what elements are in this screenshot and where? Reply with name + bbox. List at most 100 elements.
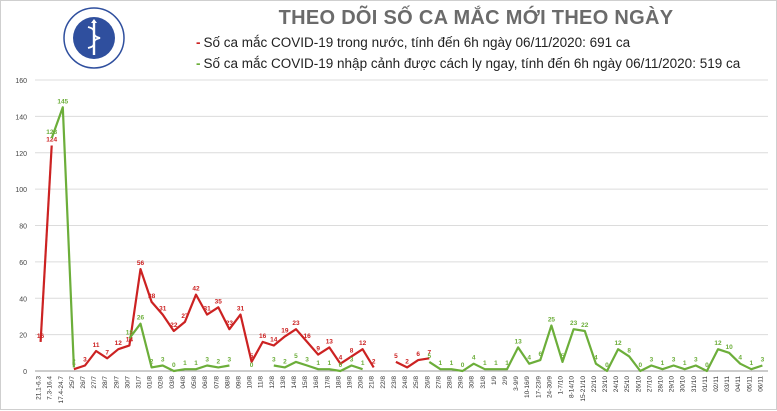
x-tick-label: 30/7 [124,376,131,389]
data-label-imported: 1 [450,360,454,367]
x-tick-label: 07/8 [213,376,220,389]
x-tick-label: 27/7 [91,376,98,389]
y-tick-label: 140 [15,114,27,121]
data-label-domestic: 31 [159,306,167,313]
x-tick-label: 14/8 [291,376,298,389]
data-label-imported: 23 [570,320,578,327]
data-label-imported: 4 [472,355,476,362]
data-label-imported: 1 [661,360,665,367]
data-label-imported: 0 [638,362,642,369]
data-label-imported: 12 [614,340,622,347]
x-tick-label: 29/7 [113,376,120,389]
x-tick-label: 28/10 [657,376,664,393]
data-label-imported: 26 [137,315,145,322]
ministry-of-health-logo [63,7,125,69]
data-label-imported: 2 [150,358,154,365]
data-label-domestic: 31 [204,306,212,313]
x-tick-label: 31/8 [480,376,487,389]
data-label-domestic: 124 [46,136,57,143]
data-label-imported: 5 [561,353,565,360]
x-tick-label: 2/9 [502,376,509,385]
x-tick-label: 03/11 [724,376,731,392]
data-label-domestic: 16 [259,333,267,340]
data-label-imported: 4 [527,355,531,362]
x-tick-label: 02/8 [158,376,165,389]
x-tick-label: 7.3-16.4 [47,376,54,400]
data-label-imported: 25 [548,317,556,324]
x-tick-label: 28/8 [446,376,453,389]
x-tick-label: 16/8 [313,376,320,389]
x-tick-label: 01/11 [702,376,709,392]
data-label-imported: 3 [272,357,276,364]
data-label-domestic: 56 [137,260,145,267]
x-tick-label: 15/8 [302,376,309,389]
legend-imported: - Số ca mắc COVID-19 nhập cảnh được cách … [196,56,740,71]
x-tick-label: 24-30/9 [546,376,553,398]
x-tick-label: 23/10 [602,376,609,393]
x-tick-label: 17-23/9 [535,376,542,398]
data-label-domestic: 19 [281,327,289,334]
x-tick-label: 1-7/10 [558,376,565,395]
data-label-imported: 1 [194,360,198,367]
x-tick-label: 17.4-24.7 [58,376,65,404]
data-label-imported: 22 [581,322,589,329]
data-label-imported: 1 [439,360,443,367]
x-tick-label: 05/8 [191,376,198,389]
x-tick-label: 24/10 [613,376,620,393]
x-tick-label: 06/11 [757,376,764,392]
x-tick-label: 29/8 [458,376,465,389]
data-label-domestic: 16 [303,333,311,340]
x-tick-label: 30/10 [680,376,687,393]
data-label-domestic: 2 [405,358,409,365]
x-tick-label: 3-9/9 [513,376,520,391]
x-tick-label: 25/8 [413,376,420,389]
data-label-imported: 3 [650,357,654,364]
x-tick-label: 21/8 [369,376,376,389]
data-label-imported: 1 [505,360,509,367]
x-tick-label: 09/8 [235,376,242,389]
x-tick-label: 20/8 [358,376,365,389]
y-tick-label: 80 [19,224,27,231]
legend-marker-domestic: - [196,35,201,50]
data-label-imported: 1 [494,360,498,367]
x-tick-label: 04/11 [735,376,742,392]
x-tick-label: 22/8 [380,376,387,389]
data-label-imported: 10 [726,344,734,351]
data-label-imported: 6 [539,351,543,358]
data-label-imported: 0 [605,362,609,369]
data-label-imported: 4 [594,355,598,362]
data-label-imported: 1 [183,360,187,367]
x-tick-label: 1/9 [491,376,498,385]
data-label-imported: 1 [483,360,487,367]
data-label-domestic: 38 [148,293,156,300]
data-label-domestic: 12 [115,340,123,347]
data-label-imported: 2 [283,358,287,365]
x-tick-label: 08/8 [224,376,231,389]
data-label-domestic: 5 [250,353,254,360]
data-label-imported: 1 [316,360,320,367]
data-label-domestic: 14 [270,337,278,344]
data-label-imported: 128 [46,129,57,136]
y-tick-label: 20 [19,333,27,340]
series-line-domestic [39,145,53,342]
x-tick-label: 18/8 [335,376,342,389]
data-label-domestic: 5 [394,353,398,360]
data-label-domestic: 9 [316,346,320,353]
data-label-imported: 3 [694,357,698,364]
x-tick-label: 27/8 [435,376,442,389]
series-line-imported [273,360,363,373]
y-tick-label: 40 [19,296,27,303]
x-tick-label: 26/8 [424,376,431,389]
series-line-imported [50,106,75,368]
data-label-domestic: 6 [416,351,420,358]
data-label-imported: 1 [327,360,331,367]
x-tick-label: 31/7 [136,376,143,389]
data-label-domestic: 23 [292,320,300,327]
series-line-imported [128,322,230,373]
y-tick-label: 60 [19,260,27,267]
data-label-imported: 4 [738,355,742,362]
x-tick-label: 21.1-6.3 [36,376,43,400]
data-label-imported: 3 [305,357,309,364]
